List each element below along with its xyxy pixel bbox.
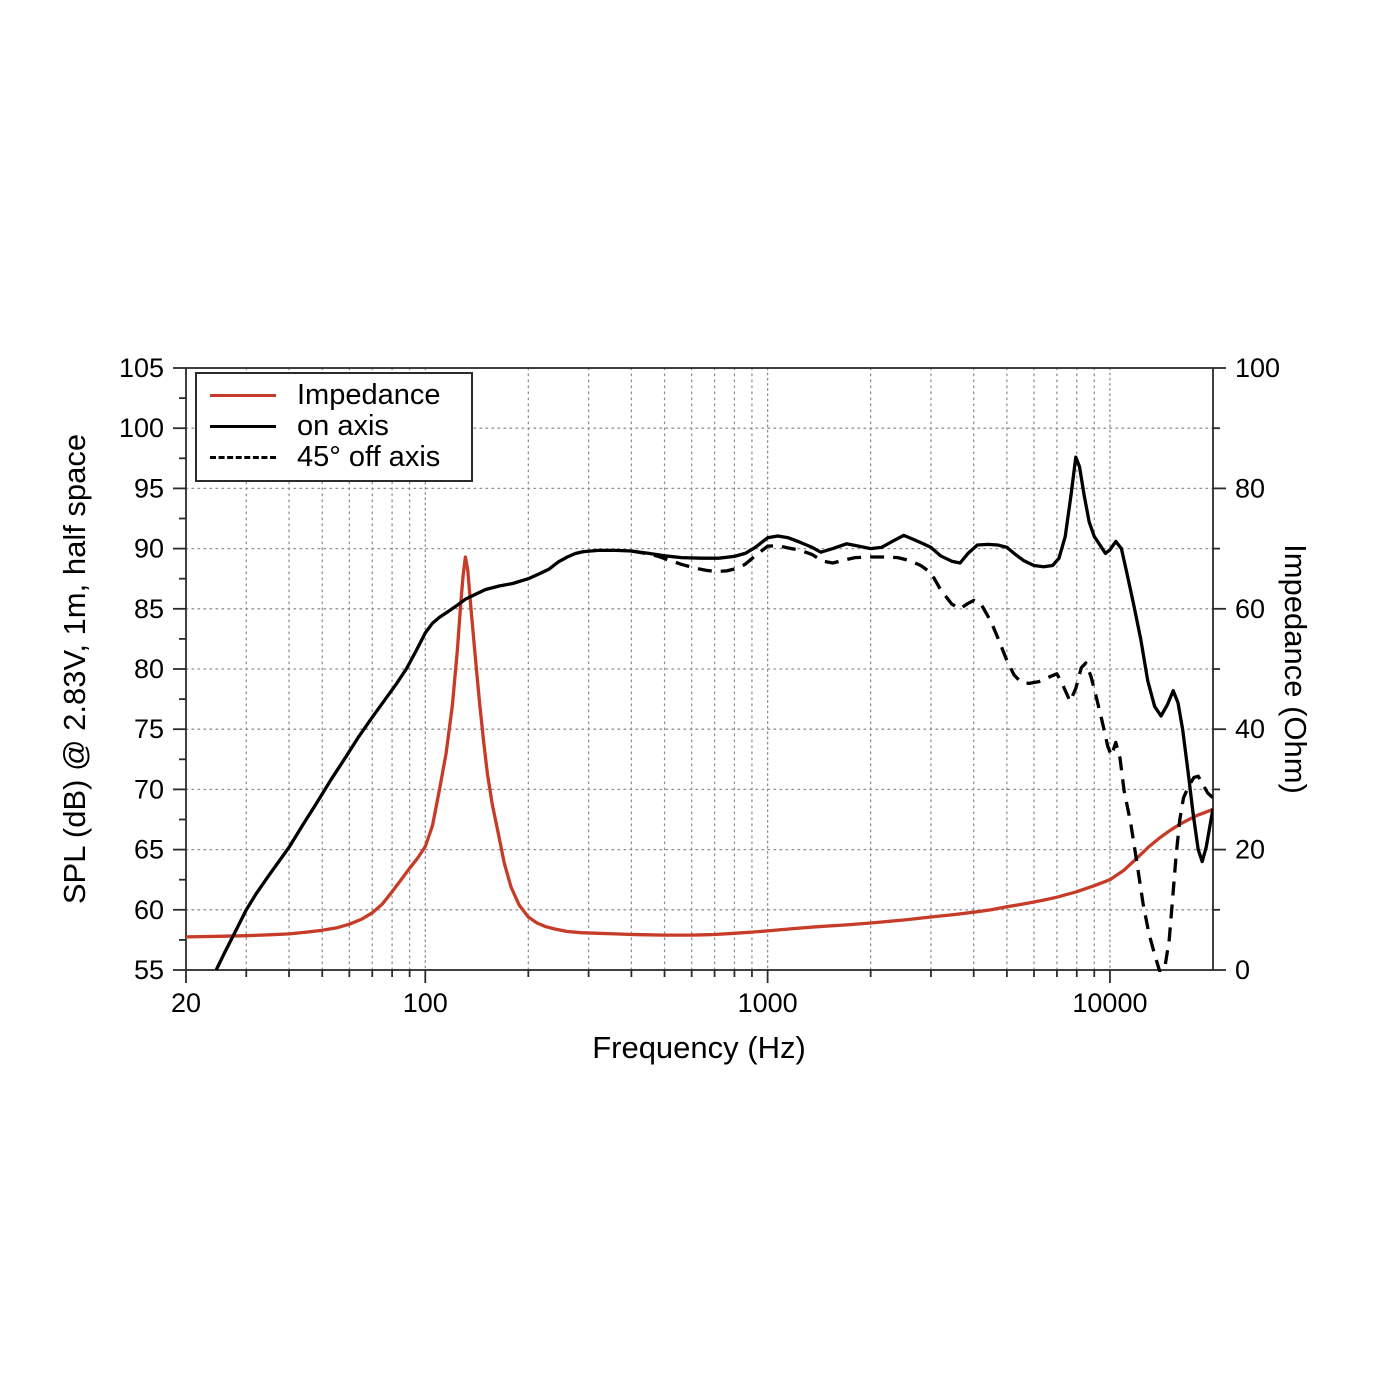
y-left-tick-label: 65 — [134, 835, 164, 865]
legend: Impedance on axis 45° off axis — [195, 372, 473, 482]
y-right-tick-label: 0 — [1235, 955, 1250, 985]
y-right-axis-title: Impedance (Ohm) — [1278, 544, 1313, 794]
y-right-tick-label: 100 — [1235, 353, 1280, 383]
y-left-tick-label: 55 — [134, 955, 164, 985]
legend-label-off-axis: 45° off axis — [297, 441, 441, 473]
y-right-tick-label: 80 — [1235, 473, 1265, 503]
on-axis-line-sample — [210, 425, 276, 428]
legend-item-impedance: Impedance — [197, 380, 471, 411]
y-left-tick-label: 95 — [134, 473, 164, 503]
y-left-tick-label: 80 — [134, 654, 164, 684]
y-left-tick-label: 70 — [134, 774, 164, 804]
y-left-tick-label: 100 — [119, 413, 164, 443]
legend-label-impedance: Impedance — [297, 379, 441, 411]
y-left-tick-label: 105 — [119, 353, 164, 383]
legend-item-off-axis: 45° off axis — [197, 442, 471, 473]
on-axis-curve — [214, 455, 1213, 971]
y-right-tick-label: 60 — [1235, 594, 1265, 624]
y-left-tick-label: 85 — [134, 594, 164, 624]
impedance-line-sample — [210, 394, 276, 397]
series-group — [186, 455, 1213, 972]
y-left-tick-label: 90 — [134, 534, 164, 564]
y-left-tick-label: 75 — [134, 714, 164, 744]
x-tick-label: 1000 — [738, 988, 798, 1018]
y-right-tick-label: 40 — [1235, 714, 1265, 744]
x-tick-label: 10000 — [1072, 988, 1147, 1018]
legend-label-on-axis: on axis — [297, 410, 389, 442]
legend-item-on-axis: on axis — [197, 411, 471, 442]
y-right-tick-label: 20 — [1235, 835, 1265, 865]
x-tick-label: 20 — [171, 988, 201, 1018]
impedance-curve — [186, 555, 1213, 939]
x-axis-title: Frequency (Hz) — [592, 1030, 806, 1065]
x-tick-label: 100 — [403, 988, 448, 1018]
y-left-tick-label: 60 — [134, 895, 164, 925]
y-left-axis-title: SPL (dB) @ 2.83V, 1m, half space — [57, 433, 92, 905]
off-axis-curve — [631, 543, 1213, 972]
off-axis-line-sample — [210, 456, 276, 459]
